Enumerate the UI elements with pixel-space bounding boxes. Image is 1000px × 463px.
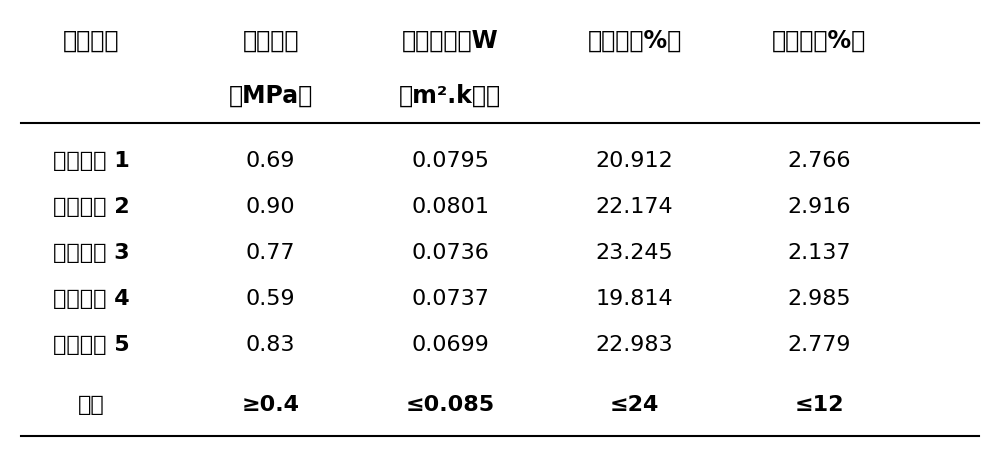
Text: 0.69: 0.69: [246, 150, 295, 170]
Text: 2.916: 2.916: [787, 196, 851, 216]
Text: （MPa）: （MPa）: [229, 84, 313, 108]
Text: 19.814: 19.814: [596, 288, 673, 308]
Text: 2.766: 2.766: [787, 150, 851, 170]
Text: ≥0.4: ≥0.4: [242, 394, 300, 414]
Text: 2.779: 2.779: [787, 334, 851, 354]
Text: 吸水率（%）: 吸水率（%）: [588, 29, 682, 52]
Text: 0.0795: 0.0795: [411, 150, 489, 170]
Text: 2.137: 2.137: [787, 242, 851, 262]
Text: 实施案例 2: 实施案例 2: [53, 196, 129, 216]
Text: ≤0.085: ≤0.085: [406, 394, 495, 414]
Text: 2.985: 2.985: [787, 288, 851, 308]
Text: 0.0801: 0.0801: [411, 196, 489, 216]
Text: 0.0737: 0.0737: [411, 288, 489, 308]
Text: 抗压强度: 抗压强度: [242, 29, 299, 52]
Text: 0.59: 0.59: [246, 288, 295, 308]
Text: 0.83: 0.83: [246, 334, 295, 354]
Text: 0.0736: 0.0736: [411, 242, 489, 262]
Text: 导热系数（W: 导热系数（W: [402, 29, 498, 52]
Text: （m².k））: （m².k））: [399, 84, 501, 108]
Text: 0.0699: 0.0699: [411, 334, 489, 354]
Text: 23.245: 23.245: [596, 242, 674, 262]
Text: 实施案例 5: 实施案例 5: [53, 334, 129, 354]
Text: 实施案例 1: 实施案例 1: [53, 150, 130, 170]
Text: 22.983: 22.983: [596, 334, 673, 354]
Text: 测试编号: 测试编号: [63, 29, 119, 52]
Text: ≤12: ≤12: [794, 394, 844, 414]
Text: 实施案例 4: 实施案例 4: [53, 288, 129, 308]
Text: 标准: 标准: [78, 394, 105, 414]
Text: 22.174: 22.174: [596, 196, 673, 216]
Text: 含水率（%）: 含水率（%）: [772, 29, 866, 52]
Text: 0.77: 0.77: [246, 242, 295, 262]
Text: 20.912: 20.912: [596, 150, 674, 170]
Text: ≤24: ≤24: [610, 394, 659, 414]
Text: 0.90: 0.90: [246, 196, 295, 216]
Text: 实施案例 3: 实施案例 3: [53, 242, 129, 262]
